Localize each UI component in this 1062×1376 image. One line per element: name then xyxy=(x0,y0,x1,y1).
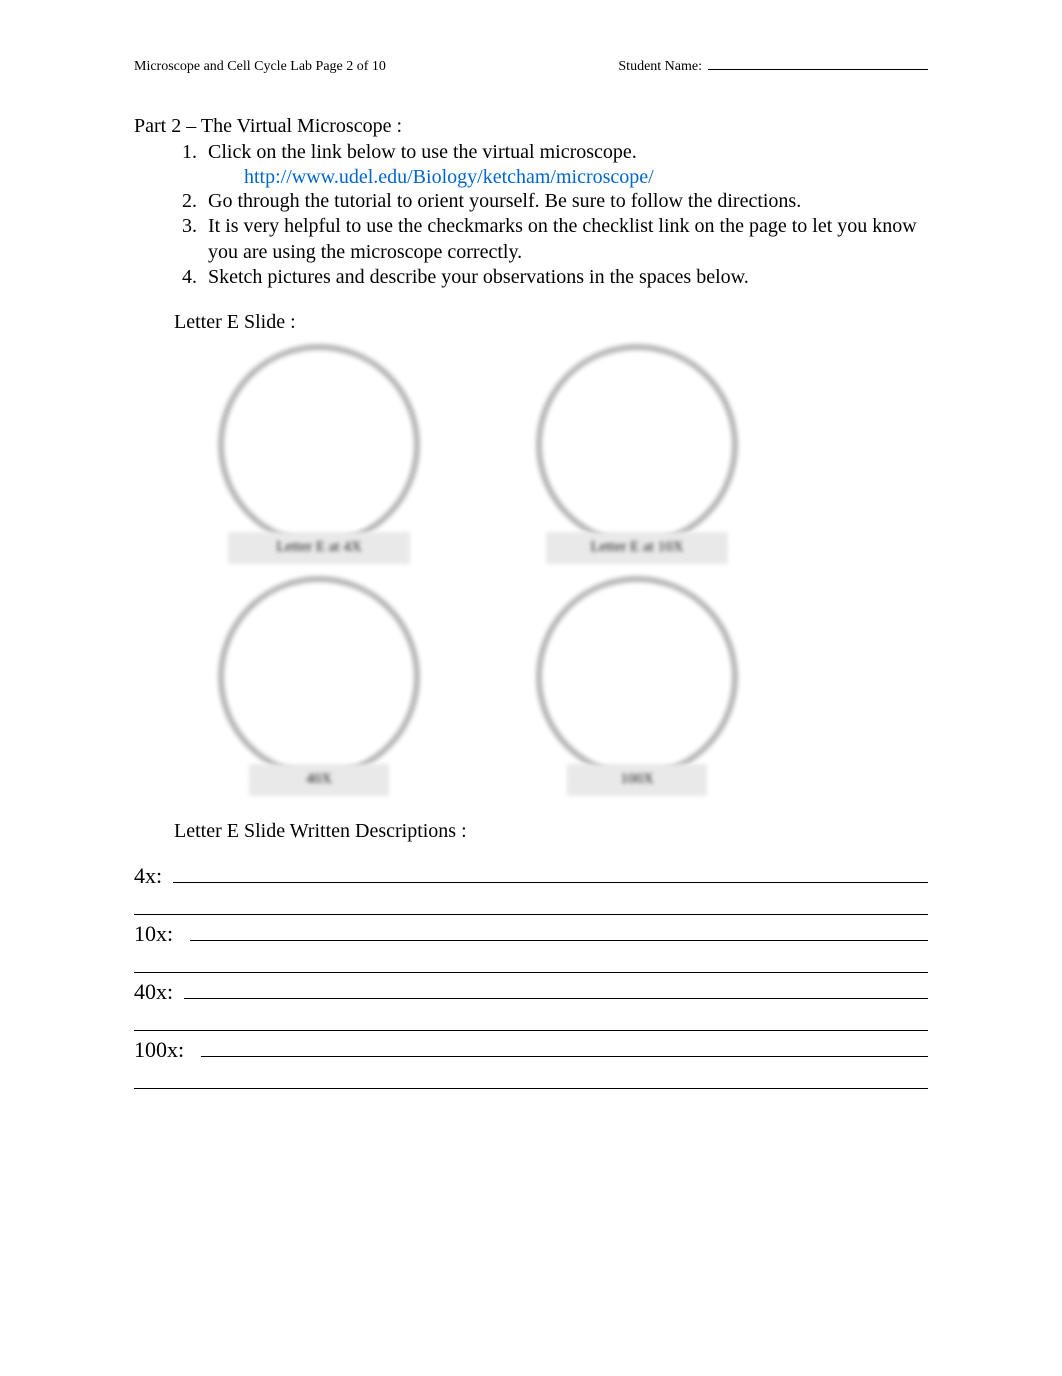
header-right: Student Name: xyxy=(618,56,928,75)
circle-10x-wrap: Letter E at 10X xyxy=(538,346,736,564)
desc-4x: 4x: xyxy=(134,863,928,889)
desc-10x: 10x: xyxy=(134,921,928,947)
desc-100x: 100x: xyxy=(134,1037,928,1063)
instruction-2: Go through the tutorial to orient yourse… xyxy=(202,189,928,215)
circles-row-1: Letter E at 4X Letter E at 10X xyxy=(174,346,928,564)
desc-100x-label: 100x: xyxy=(134,1037,201,1063)
instruction-list-cont: Go through the tutorial to orient yourse… xyxy=(134,189,928,291)
student-name-line[interactable] xyxy=(708,56,928,70)
desc-40x-label: 40x: xyxy=(134,979,184,1005)
letter-e-heading: Letter E Slide : xyxy=(174,311,928,334)
desc-10x-line2[interactable] xyxy=(134,949,928,973)
instruction-list: Click on the link below to use the virtu… xyxy=(134,140,928,166)
circle-40x[interactable] xyxy=(220,578,418,776)
caption-100x: 100X xyxy=(567,764,707,796)
circles-row-2: 40X 100X xyxy=(174,578,928,796)
descriptions-heading: Letter E Slide Written Descriptions : xyxy=(174,820,928,843)
instruction-1: Click on the link below to use the virtu… xyxy=(202,140,928,166)
page-header: Microscope and Cell Cycle Lab Page 2 of … xyxy=(134,56,928,75)
observation-circles: Letter E at 4X Letter E at 10X 40X 100X xyxy=(174,346,928,796)
caption-4x: Letter E at 4X xyxy=(228,532,410,564)
desc-4x-label: 4x: xyxy=(134,863,173,889)
desc-4x-line2[interactable] xyxy=(134,891,928,915)
desc-100x-line[interactable] xyxy=(201,1037,928,1057)
circle-100x[interactable] xyxy=(538,578,736,776)
desc-100x-line2[interactable] xyxy=(134,1065,928,1089)
circle-4x[interactable] xyxy=(220,346,418,544)
student-name-label: Student Name: xyxy=(618,59,702,75)
desc-10x-line[interactable] xyxy=(190,921,928,941)
desc-40x-line2[interactable] xyxy=(134,1007,928,1031)
caption-10x: Letter E at 10X xyxy=(546,532,728,564)
circle-10x[interactable] xyxy=(538,346,736,544)
desc-4x-line[interactable] xyxy=(173,863,928,883)
instruction-4: Sketch pictures and describe your observ… xyxy=(202,265,928,291)
desc-10x-label: 10x: xyxy=(134,921,190,947)
circle-4x-wrap: Letter E at 4X xyxy=(220,346,418,564)
desc-40x-line[interactable] xyxy=(184,979,928,999)
circle-100x-wrap: 100X xyxy=(538,578,736,796)
descriptions-block: 4x: 10x: 40x: 100x: xyxy=(134,863,928,1089)
section-title: Part 2 – The Virtual Microscope : xyxy=(134,115,928,138)
microscope-link[interactable]: http://www.udel.edu/Biology/ketcham/micr… xyxy=(134,166,928,189)
desc-40x: 40x: xyxy=(134,979,928,1005)
instruction-3: It is very helpful to use the checkmarks… xyxy=(202,214,928,265)
circle-40x-wrap: 40X xyxy=(220,578,418,796)
caption-40x: 40X xyxy=(249,764,389,796)
header-left: Microscope and Cell Cycle Lab Page 2 of … xyxy=(134,59,386,75)
